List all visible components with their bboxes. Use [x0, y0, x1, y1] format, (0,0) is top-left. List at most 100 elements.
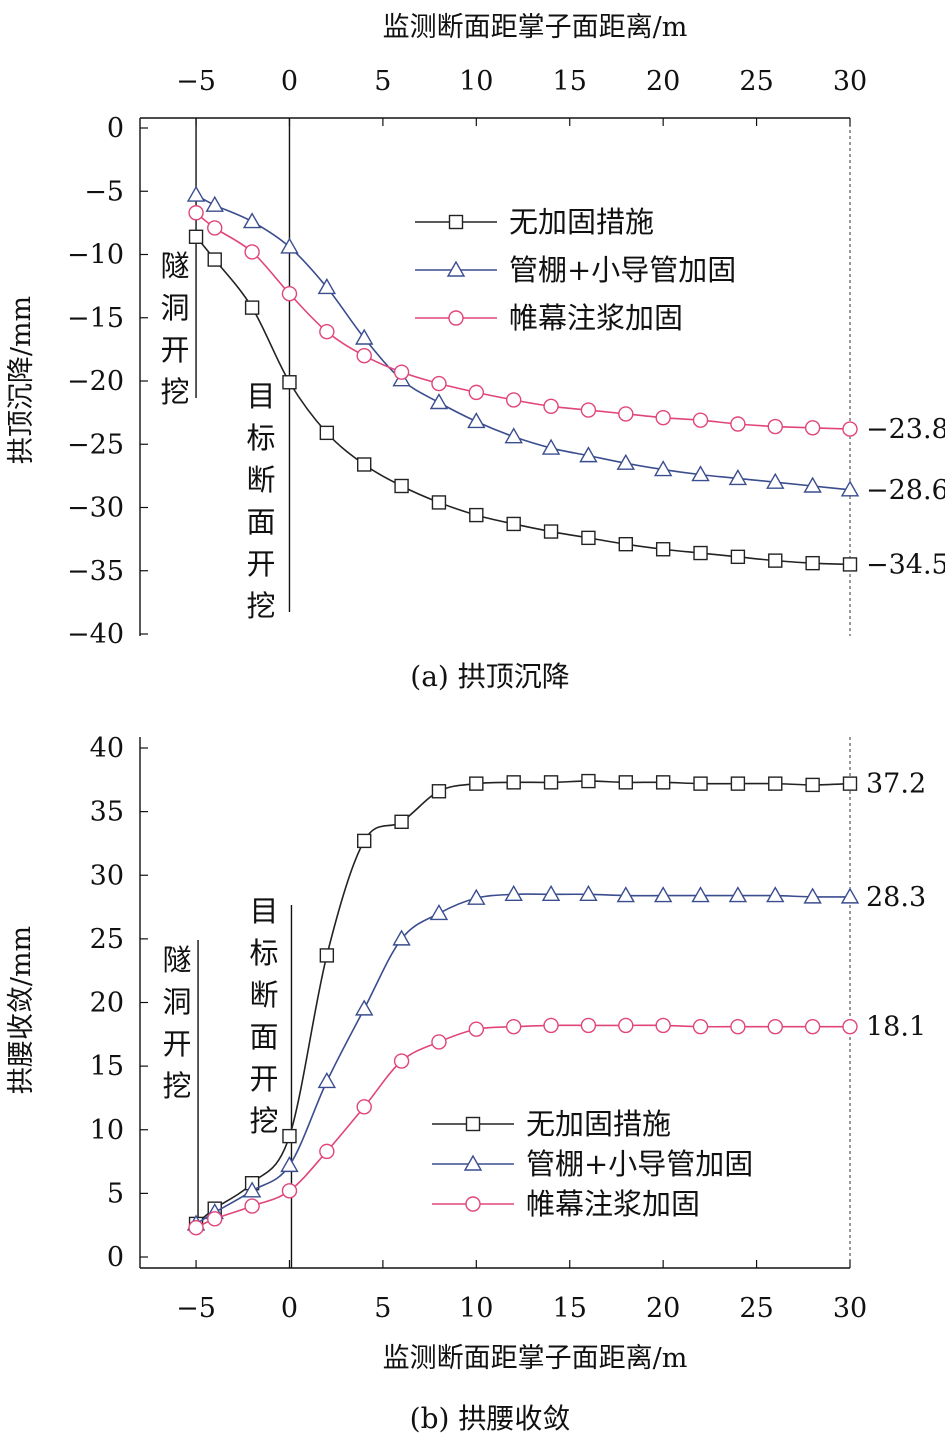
annotation-char: 断 [246, 463, 275, 497]
data-point [692, 412, 709, 428]
y-tick-label: −35 [67, 556, 124, 587]
x-tick-label: 15 [553, 1293, 587, 1324]
data-point [468, 384, 485, 401]
annotation-tunnel-excavation: 隧洞开挖 [160, 249, 189, 409]
data-point [616, 453, 635, 470]
annotation-char: 洞 [162, 985, 191, 1019]
y-tick-label: 20 [90, 988, 124, 1019]
y-tick-label: 5 [107, 1178, 124, 1209]
y-axis-label: 拱腰收敛/mm [6, 926, 37, 1094]
end-value-label: 18.1 [866, 1012, 926, 1043]
data-point [579, 884, 598, 902]
data-point [543, 1017, 559, 1034]
data-point [768, 553, 783, 568]
end-value-label: 37.2 [866, 769, 926, 800]
y-tick-label: 15 [90, 1051, 124, 1082]
data-point [653, 460, 673, 477]
annotation-char: 面 [246, 505, 275, 539]
data-point [319, 425, 335, 441]
data-point [357, 833, 372, 849]
y-tick-label: 40 [90, 733, 124, 764]
data-point [693, 545, 708, 561]
annotation-char: 标 [246, 421, 275, 455]
data-point [616, 886, 635, 903]
data-point [319, 948, 335, 963]
x-tick-label: 0 [281, 66, 298, 97]
data-point [319, 1143, 335, 1160]
y-tick-label: 0 [107, 113, 124, 144]
y-tick-label: −30 [67, 493, 124, 524]
data-point [541, 438, 561, 455]
annotation-char: 开 [249, 1062, 278, 1096]
data-point [618, 775, 633, 790]
data-point [469, 507, 484, 523]
data-point [244, 300, 260, 315]
annotation-char: 断 [249, 978, 278, 1012]
chart-caption: (b) 拱腰收敛 [410, 1402, 571, 1435]
data-point [730, 549, 746, 565]
annotation-char: 挖 [249, 1104, 278, 1138]
data-point [429, 904, 449, 921]
annotation-char: 开 [162, 1027, 191, 1061]
data-point [504, 884, 523, 902]
annotation-char: 隧 [162, 943, 191, 977]
data-point [242, 1181, 262, 1198]
data-point [504, 427, 523, 444]
legend-label: 无加固措施 [526, 1107, 671, 1141]
chart-a: 0 −5 −10 −15 −20 −25 −30 −35 −40 −5 0 5 10 15 20 25 30 监测… [6, 12, 945, 693]
data-point [319, 323, 335, 340]
series-0: −34.5 [188, 229, 945, 580]
data-point [579, 446, 598, 463]
data-point [392, 929, 411, 946]
y-tick-label: 30 [90, 860, 124, 891]
x-tick-label: 15 [553, 66, 587, 97]
data-point [188, 229, 204, 244]
legend-label: 帷幕注浆加固 [509, 301, 683, 335]
legend-label: 管棚+小导管加固 [526, 1147, 753, 1181]
series-0: 37.2 [188, 769, 926, 1232]
data-point [803, 887, 822, 904]
data-point [691, 886, 710, 903]
x-tick-label: 0 [281, 1293, 298, 1324]
data-point [655, 1017, 671, 1034]
data-point [803, 476, 822, 493]
data-point [580, 402, 597, 418]
data-point [393, 364, 410, 380]
x-tick-label: 20 [646, 66, 680, 97]
data-point [767, 418, 783, 435]
data-point [281, 286, 298, 302]
data-point [280, 237, 299, 254]
annotation-char: 目 [246, 379, 275, 413]
data-point [356, 1099, 372, 1115]
data-point [543, 775, 559, 790]
series-line [195, 1024, 850, 1229]
data-point [505, 392, 522, 408]
end-value-label: −23.8 [866, 414, 945, 445]
data-point [431, 495, 447, 510]
data-point [506, 516, 521, 532]
data-point [618, 406, 634, 422]
data-point [842, 1018, 858, 1035]
y-tick-label: −25 [67, 429, 124, 460]
data-point [465, 1196, 481, 1212]
data-point [505, 1018, 522, 1035]
data-point [357, 457, 372, 472]
data-point [393, 1053, 410, 1069]
data-point [581, 530, 596, 546]
data-point [355, 999, 374, 1016]
data-point [840, 480, 860, 497]
annotation-char: 面 [249, 1020, 278, 1054]
data-point [282, 1128, 297, 1144]
series-2: 18.1 [188, 1012, 926, 1236]
end-value-label: −28.6 [866, 475, 945, 506]
data-point [429, 393, 449, 410]
y-tick-label: 35 [90, 797, 124, 828]
y-tick-label: −20 [67, 366, 124, 397]
y-tick-label: −10 [67, 240, 124, 271]
data-point [431, 784, 447, 799]
x-tick-label: 5 [374, 66, 391, 97]
data-point [188, 205, 204, 221]
annotation-tunnel-excavation: 隧洞开挖 [162, 943, 191, 1103]
